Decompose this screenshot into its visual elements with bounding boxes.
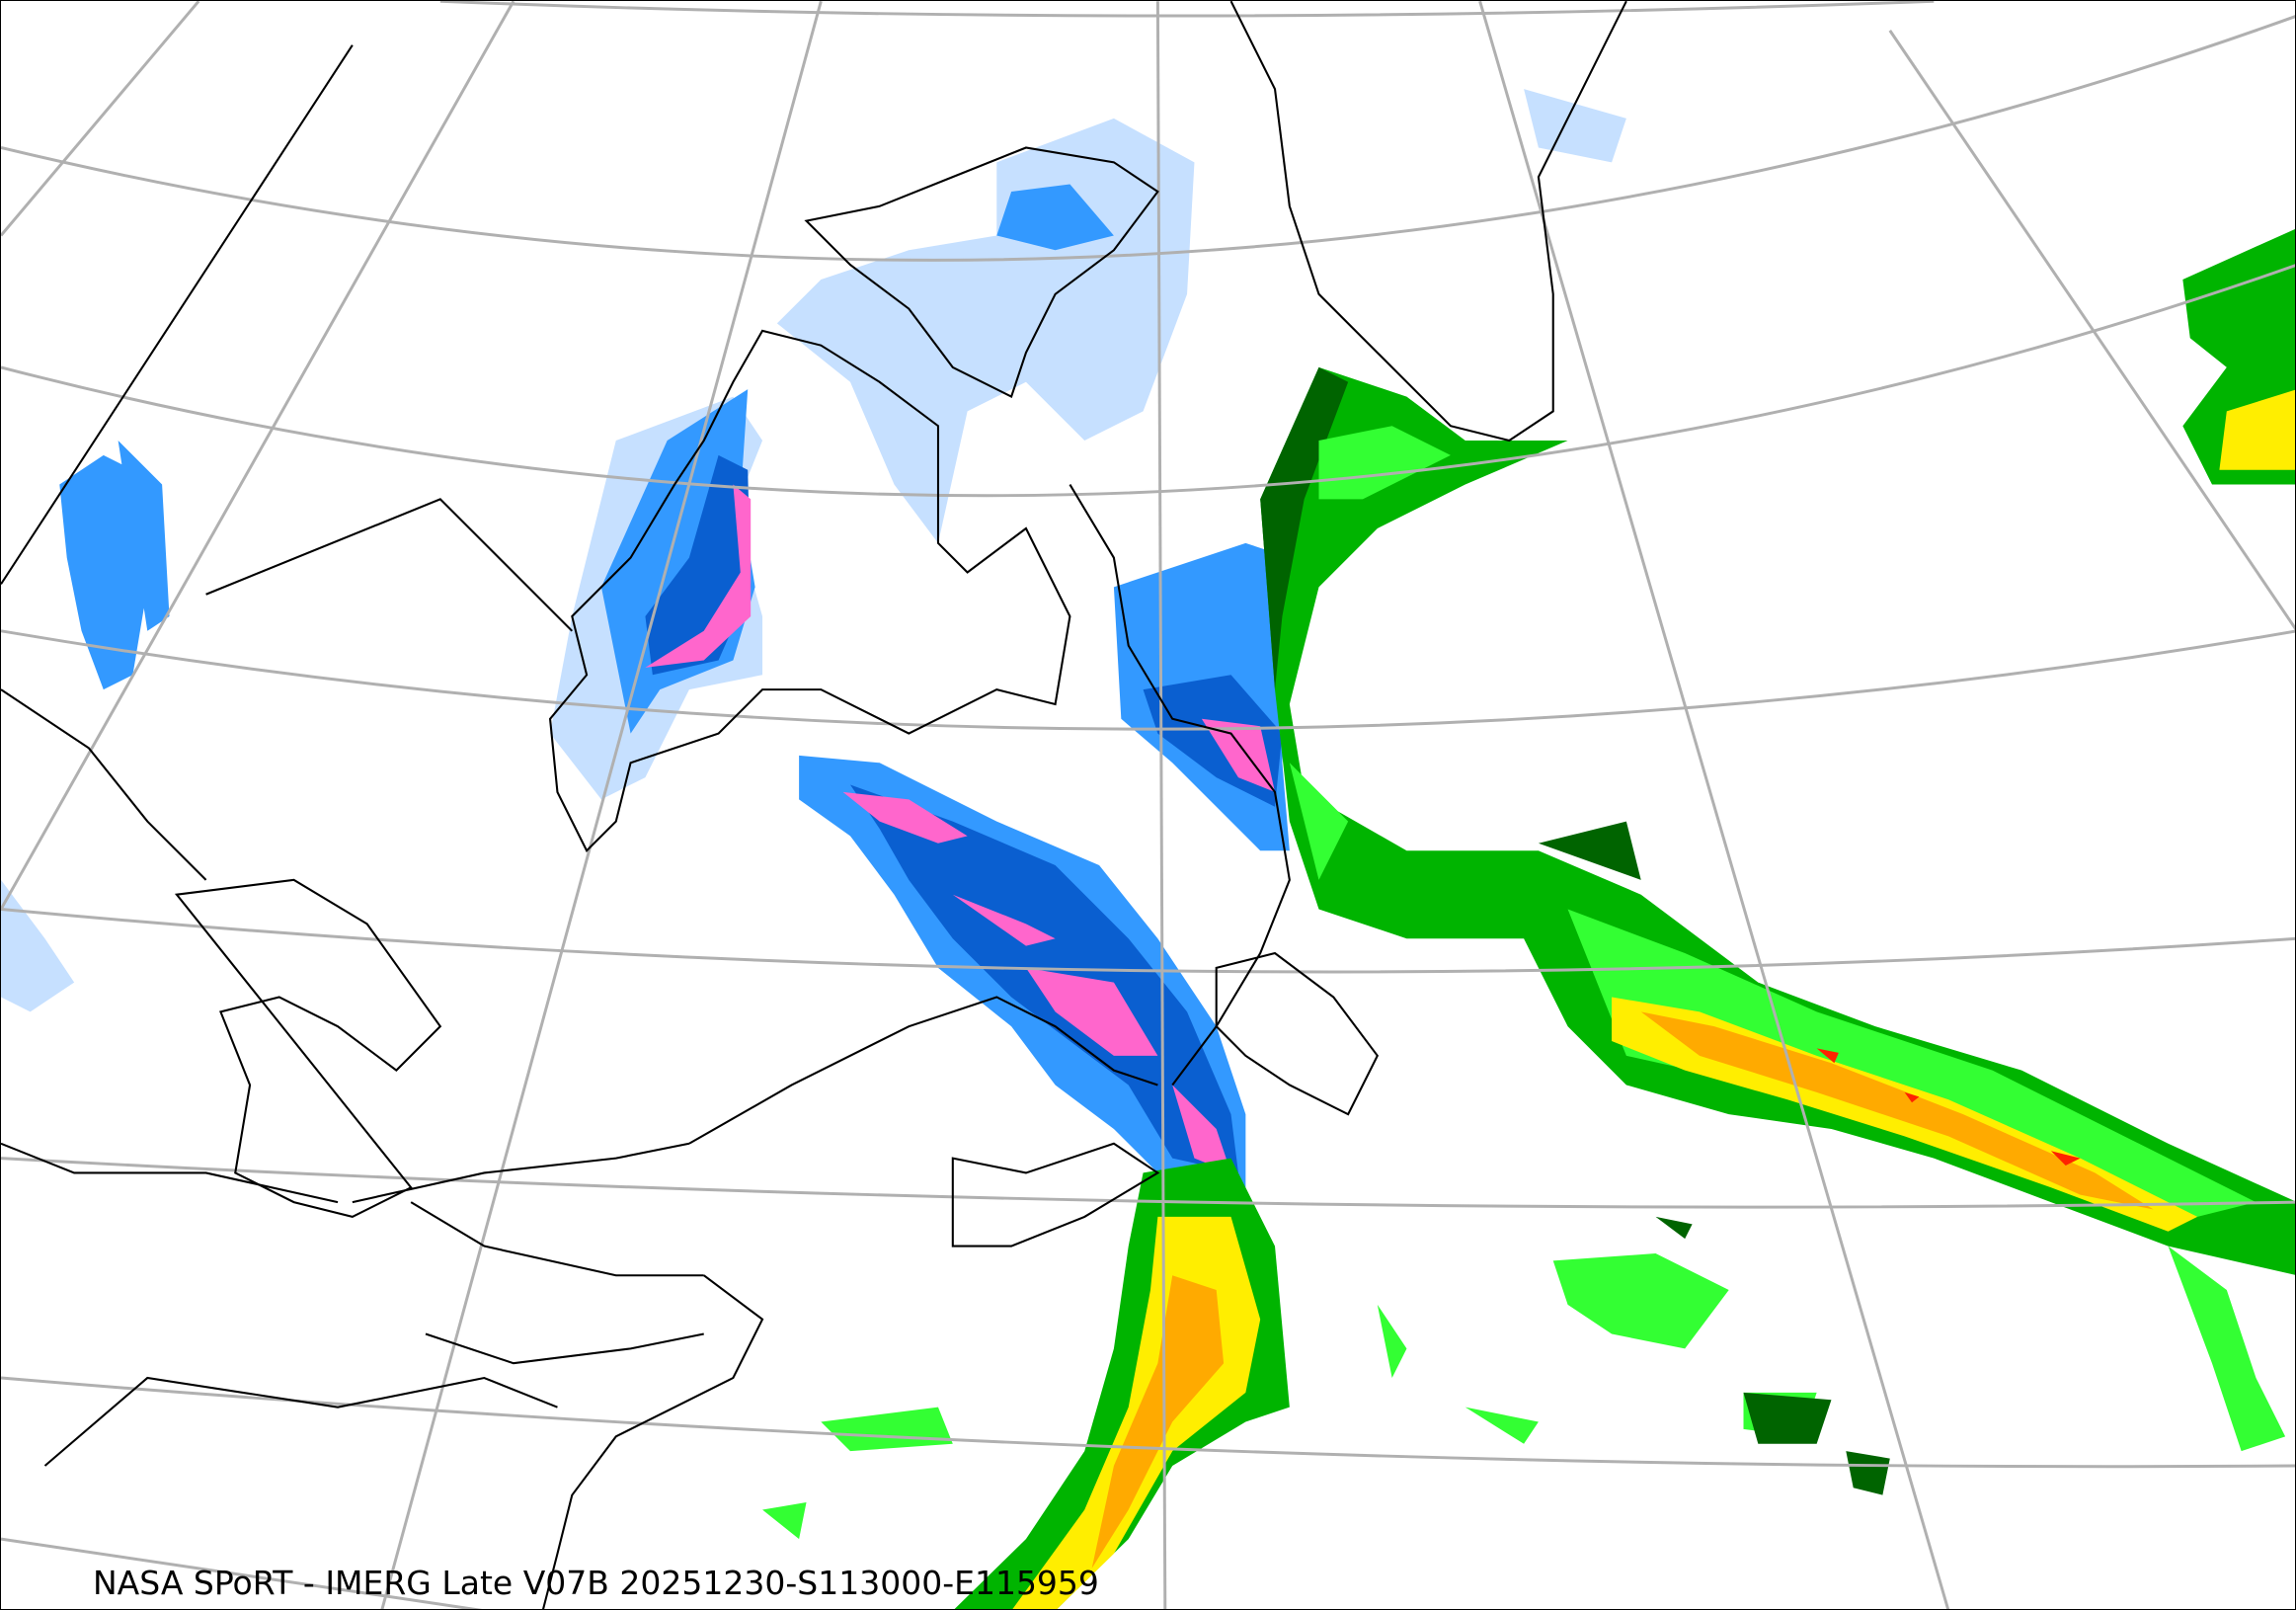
precip-atlantic-dark-green: [1655, 1216, 1890, 1495]
great-lakes: [174, 878, 442, 1219]
precip-greenland-coast-green: [1260, 366, 2295, 1275]
latitude-line: [1, 1376, 2295, 1469]
greenland-coast: [1229, 1, 1627, 443]
latitude-line: [439, 1, 1935, 18]
hudson-bay-coast: [548, 329, 1071, 852]
longitude-line: [1155, 1, 1167, 1609]
us-east-coast: [542, 1274, 764, 1609]
province-borders: [1, 44, 704, 1467]
precip-red-cells: [1816, 1048, 2081, 1167]
map-caption: NASA SPoRT - IMERG Late V07B 20251230-S1…: [93, 1564, 1099, 1602]
longitude-line: [1478, 1, 1950, 1609]
longitude-line: [1, 1, 515, 911]
latitude-line: [1, 264, 2295, 498]
precip-atlantic-band-orange: [1091, 1275, 1225, 1569]
latitude-line: [1, 1537, 483, 1609]
latitude-line: [1, 1157, 2295, 1209]
latitude-line: [1, 629, 2295, 731]
precip-atlantic-scattered-green: [762, 1246, 2286, 1540]
precip-greenland-east-yellow: [2219, 389, 2295, 470]
precip-orange-band: [1640, 1011, 2154, 1210]
baffin-island-coast: [804, 146, 1159, 399]
precip-hudson-bay-pink: [645, 484, 752, 668]
canada-us-border: [1, 688, 704, 1277]
longitude-line: [1, 1, 200, 237]
longitude-line: [1888, 30, 2295, 631]
precip-snow-baffin: [776, 118, 1195, 543]
longitude-line: [380, 1, 823, 1609]
precip-dark-green-edge: [1260, 366, 1641, 880]
precipitation-layer: [1, 89, 2295, 1609]
precip-labrador-pink: [1201, 718, 1276, 792]
precip-quebec-band-pink: [842, 791, 1231, 1173]
newfoundland-coast: [1215, 951, 1380, 1116]
nova-scotia-coast: [951, 1142, 1160, 1248]
latitude-line: [1, 908, 2295, 974]
precip-west-scattered-blue: [59, 441, 170, 690]
quebec-st-lawrence: [352, 996, 1158, 1204]
latitude-line: [1, 15, 2295, 262]
coastlines-borders: [1, 1, 1627, 1609]
precip-snow-baffin-core: [996, 184, 1114, 251]
labrador-coast: [1069, 483, 1291, 1087]
